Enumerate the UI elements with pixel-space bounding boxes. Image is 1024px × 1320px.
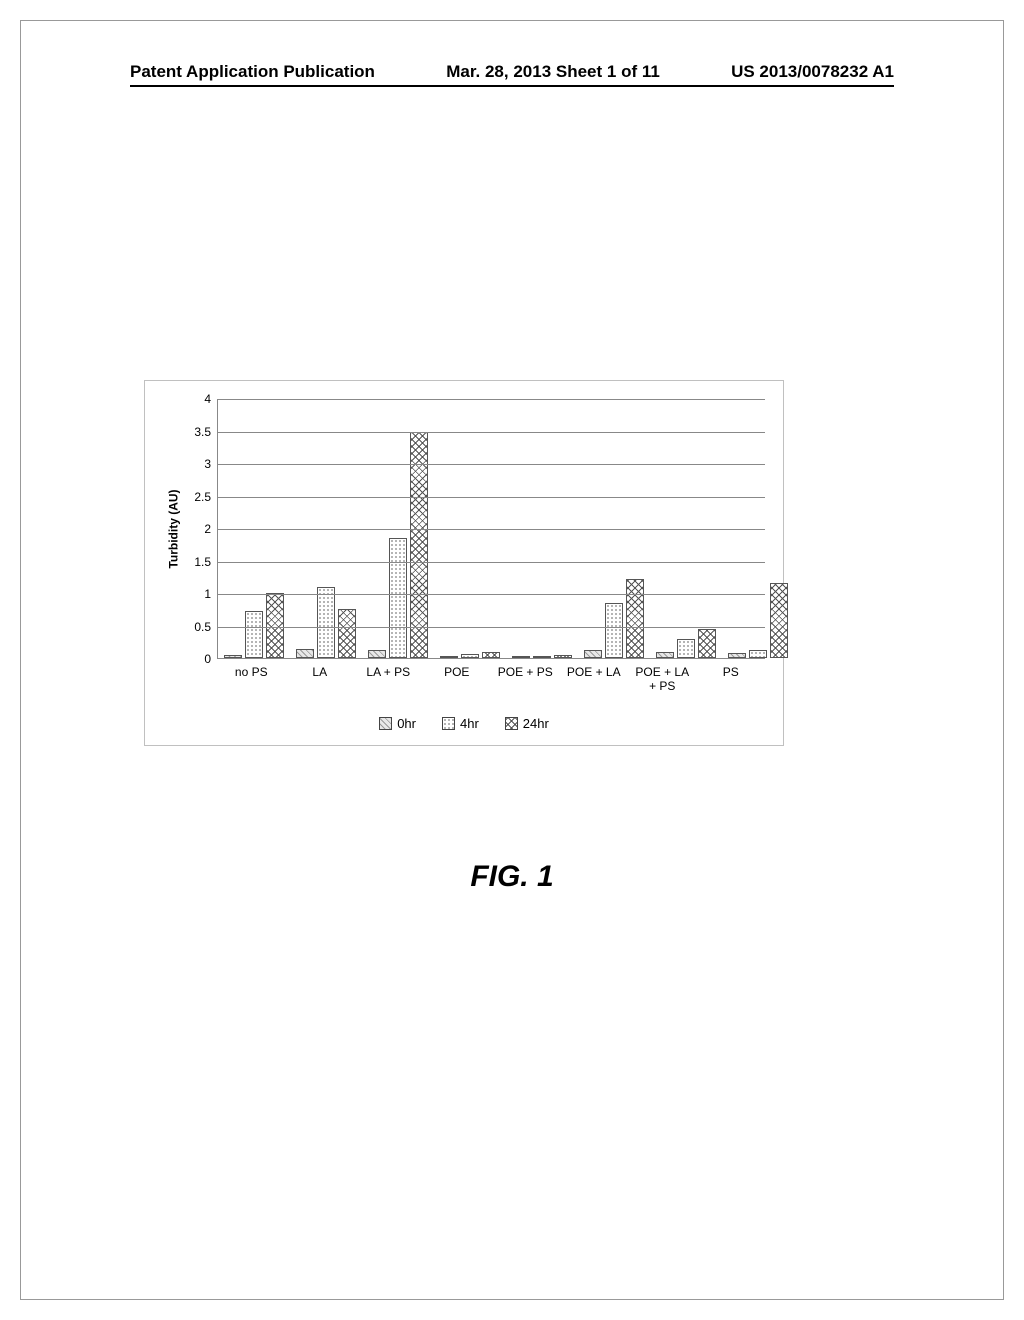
header-rule: [130, 85, 894, 87]
x-category: POE + LA+ PS: [628, 659, 697, 694]
x-category: LA: [286, 659, 355, 694]
x-category: POE: [423, 659, 492, 694]
header-center: Mar. 28, 2013 Sheet 1 of 11: [446, 62, 660, 82]
bar: [410, 432, 428, 658]
header-left: Patent Application Publication: [130, 62, 375, 82]
bar: [266, 593, 284, 658]
legend-swatch: [379, 717, 392, 730]
gridline: [218, 627, 765, 628]
chart-container: Turbidity (AU) 43.532.521.510.50 no PSLA…: [144, 380, 784, 746]
gridline: [218, 594, 765, 595]
bar: [482, 652, 500, 659]
x-category: PS: [697, 659, 766, 694]
gridline: [218, 464, 765, 465]
legend-label: 4hr: [460, 716, 479, 731]
bar: [338, 609, 356, 658]
legend-item: 4hr: [442, 716, 479, 731]
bar: [296, 649, 314, 658]
x-category: POE + LA: [560, 659, 629, 694]
bar: [626, 579, 644, 658]
y-axis-label-wrap: Turbidity (AU): [163, 399, 185, 659]
legend-label: 24hr: [523, 716, 549, 731]
figure-caption: FIG. 1: [0, 860, 1024, 894]
bar: [389, 538, 407, 658]
bar: [461, 654, 479, 658]
bar: [605, 603, 623, 658]
bar: [224, 655, 242, 658]
gridline: [218, 497, 765, 498]
x-category: POE + PS: [491, 659, 560, 694]
legend-item: 24hr: [505, 716, 549, 731]
bar: [440, 656, 458, 658]
bar: [749, 650, 767, 658]
legend-swatch: [505, 717, 518, 730]
page-header: Patent Application Publication Mar. 28, …: [130, 62, 894, 82]
gridline: [218, 399, 765, 400]
gridline: [218, 432, 765, 433]
y-axis-ticks: 43.532.521.510.50: [185, 399, 217, 659]
x-category: LA + PS: [354, 659, 423, 694]
plot-area: [217, 399, 765, 659]
bar: [368, 650, 386, 658]
legend-label: 0hr: [397, 716, 416, 731]
bar: [677, 639, 695, 659]
x-axis: no PSLALA + PSPOEPOE + PSPOE + LAPOE + L…: [217, 659, 765, 694]
y-axis-label: Turbidity (AU): [167, 489, 181, 568]
bar: [656, 652, 674, 659]
bar: [698, 629, 716, 658]
bar: [770, 583, 788, 658]
legend-item: 0hr: [379, 716, 416, 731]
x-category: no PS: [217, 659, 286, 694]
legend-swatch: [442, 717, 455, 730]
bar: [317, 587, 335, 659]
bar: [512, 656, 530, 658]
bar: [728, 653, 746, 658]
legend: 0hr 4hr 24hr: [163, 716, 765, 731]
bar: [584, 650, 602, 658]
gridline: [218, 562, 765, 563]
header-right: US 2013/0078232 A1: [731, 62, 894, 82]
gridline: [218, 529, 765, 530]
bar: [533, 656, 551, 658]
bar: [245, 611, 263, 658]
bar: [554, 655, 572, 658]
